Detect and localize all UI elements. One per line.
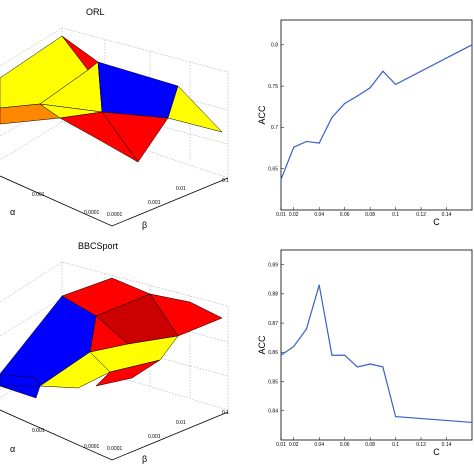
orl-data-point (293, 146, 295, 148)
bbcsport-acc-line-chart: 0.01 0.02 0.04 0.06 0.08 0.1 0.12 0.14 0.84 0.85 0… (257, 249, 473, 457)
bbcsport-plot-frame (280, 249, 473, 441)
bbcsport-data-point (305, 328, 308, 330)
orl-data-point (382, 70, 384, 72)
orl-data-point (280, 178, 282, 181)
orl-surface-patches (0, 35, 223, 163)
bbcsport-xtick-label: 0.08 (365, 442, 375, 448)
orl-xtick-label: 0.12 (416, 212, 426, 218)
orl-beta-tick-3: 0.1 (222, 178, 229, 184)
bbc-patch-red-low (95, 359, 161, 387)
bbcsport-data-point (356, 366, 358, 368)
orl-data-point (305, 140, 308, 143)
bbcsport-data-point (395, 416, 397, 418)
orl-ytick-label: 0.75 (268, 84, 278, 90)
bbcsport-surface-plot: BBCSport 0.0001 0.001 α 0.0001 0.001 0.0… (0, 241, 229, 464)
bbcsport-alpha-label: α (10, 444, 15, 454)
bbcsport-surface-patches (0, 277, 223, 399)
bbcsport-xtick-label: 0.12 (416, 442, 426, 448)
orl-beta-tick-0: 0.0001 (107, 212, 123, 218)
bbcsport-beta-tick-0: 0.0001 (107, 446, 123, 452)
bbc-patch-blue-left (0, 373, 41, 387)
bbcsport-xtick-label: 0.02 (289, 442, 299, 448)
orl-data-point (471, 44, 473, 46)
orl-ytick-label: 0.8 (271, 43, 278, 49)
bbcsport-data-point (331, 354, 333, 356)
bbcsport-data-point (280, 354, 282, 356)
bbcsport-data-point (293, 345, 295, 348)
bbcsport-alpha-tick-1: 0.001 (32, 428, 45, 434)
orl-xtick-label: 0.04 (314, 212, 324, 218)
bbcsport-xtick-label: 0.06 (340, 442, 350, 448)
bbcsport-ytick-label: 0.87 (268, 321, 278, 327)
orl-plot-frame (280, 19, 473, 211)
bbcsport-xtick-label: 0.14 (442, 442, 452, 448)
bbcsport-ytick-label: 0.84 (268, 409, 278, 415)
orl-data-point (318, 142, 320, 144)
bbcsport-alpha-tick-0: 0.0001 (84, 444, 100, 450)
orl-ylabel: ACC (257, 105, 267, 125)
orl-alpha-tick-1: 0.001 (32, 192, 45, 198)
bbcsport-series-line (280, 284, 473, 424)
orl-data-point (369, 87, 371, 89)
orl-xlabel: C (433, 217, 440, 227)
orl-data-point (344, 102, 346, 105)
orl-xtick-label: 0.01 (276, 212, 286, 218)
bbcsport-ylabel: ACC (257, 335, 267, 355)
bbcsport-beta-tick-1: 0.001 (148, 434, 161, 440)
bbcsport-xtick-label: 0.1 (392, 442, 399, 448)
orl-beta-tick-2: 0.01 (176, 186, 186, 192)
bbcsport-data-point (369, 363, 371, 365)
orl-data-point (331, 116, 333, 119)
bbcsport-ytick-label: 0.86 (268, 350, 278, 356)
orl-alpha-label: α (10, 207, 15, 217)
bbcsport-axes (0, 409, 229, 461)
orl-acc-line-chart: 0.01 0.02 0.04 0.06 0.08 0.1 0.12 0.14 0.65 0.7 0.… (257, 19, 473, 227)
bbcsport-ytick-label: 0.88 (268, 292, 278, 298)
orl-series-line (280, 44, 473, 180)
orl-xtick-label: 0.02 (289, 212, 299, 218)
orl-xtick-label: 0.1 (392, 212, 399, 218)
bbcsport-data-point (382, 366, 384, 368)
orl-xtick-label: 0.14 (442, 212, 452, 218)
orl-xtick-label: 0.06 (340, 212, 350, 218)
orl-axes (0, 175, 229, 227)
bbcsport-beta-tick-3: 0.1 (222, 410, 229, 416)
bbc-patch-yellow-low (39, 351, 111, 389)
orl-data-point (356, 95, 358, 97)
orl-surface-plot: ORL 0.0001 0.001 α 0.0001 0.001 0.01 0.1… (0, 7, 229, 230)
orl-beta-label: β (142, 220, 147, 230)
orl-data-point (395, 83, 397, 86)
bbcsport-beta-label: β (142, 454, 147, 464)
bbcsport-xtick-label: 0.01 (276, 442, 286, 448)
bbcsport-ytick-label: 0.85 (268, 379, 278, 385)
orl-patch-yellow-right (167, 85, 223, 133)
orl-patch-blue-center (97, 61, 179, 119)
orl-alpha-tick-0: 0.0001 (84, 210, 100, 216)
orl-beta-tick-1: 0.001 (148, 200, 161, 206)
bbcsport-xlabel: C (433, 447, 440, 457)
bbc-patch-blue (0, 295, 97, 399)
orl-patch-red-low (59, 111, 139, 163)
orl-title: ORL (86, 7, 105, 17)
bbcsport-data-point (318, 284, 320, 286)
bbcsport-beta-tick-2: 0.01 (176, 420, 186, 426)
bbcsport-data-point (471, 421, 473, 424)
orl-xtick-label: 0.08 (365, 212, 375, 218)
bbcsport-xtick-label: 0.04 (314, 442, 324, 448)
bbcsport-data-point (344, 354, 346, 356)
bbcsport-title: BBCSport (78, 241, 119, 251)
orl-ytick-label: 0.7 (271, 125, 278, 131)
bbcsport-ytick-label: 0.89 (268, 262, 278, 268)
orl-ytick-label: 0.65 (268, 166, 278, 172)
